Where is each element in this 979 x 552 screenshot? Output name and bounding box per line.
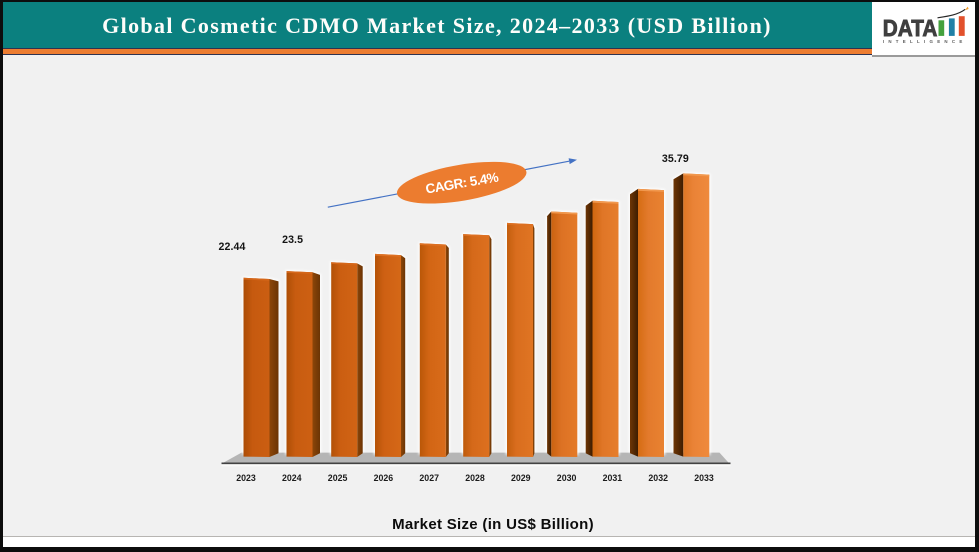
svg-text:23.5: 23.5 [282,234,303,246]
svg-text:35.79: 35.79 [662,153,689,165]
svg-text:2032: 2032 [648,473,668,483]
svg-text:INTELLIGENCE: INTELLIGENCE [882,39,966,44]
svg-text:2029: 2029 [511,473,531,483]
svg-text:2030: 2030 [557,473,577,483]
svg-text:2024: 2024 [282,473,302,483]
svg-text:DATA: DATA [882,15,937,41]
svg-text:2026: 2026 [374,473,394,483]
svg-text:2028: 2028 [465,473,485,483]
svg-text:2031: 2031 [603,473,623,483]
svg-text:22.44: 22.44 [218,241,245,253]
svg-text:2027: 2027 [419,473,439,483]
svg-text:2023: 2023 [236,473,256,483]
svg-text:2033: 2033 [694,473,714,483]
svg-text:2025: 2025 [328,473,348,483]
